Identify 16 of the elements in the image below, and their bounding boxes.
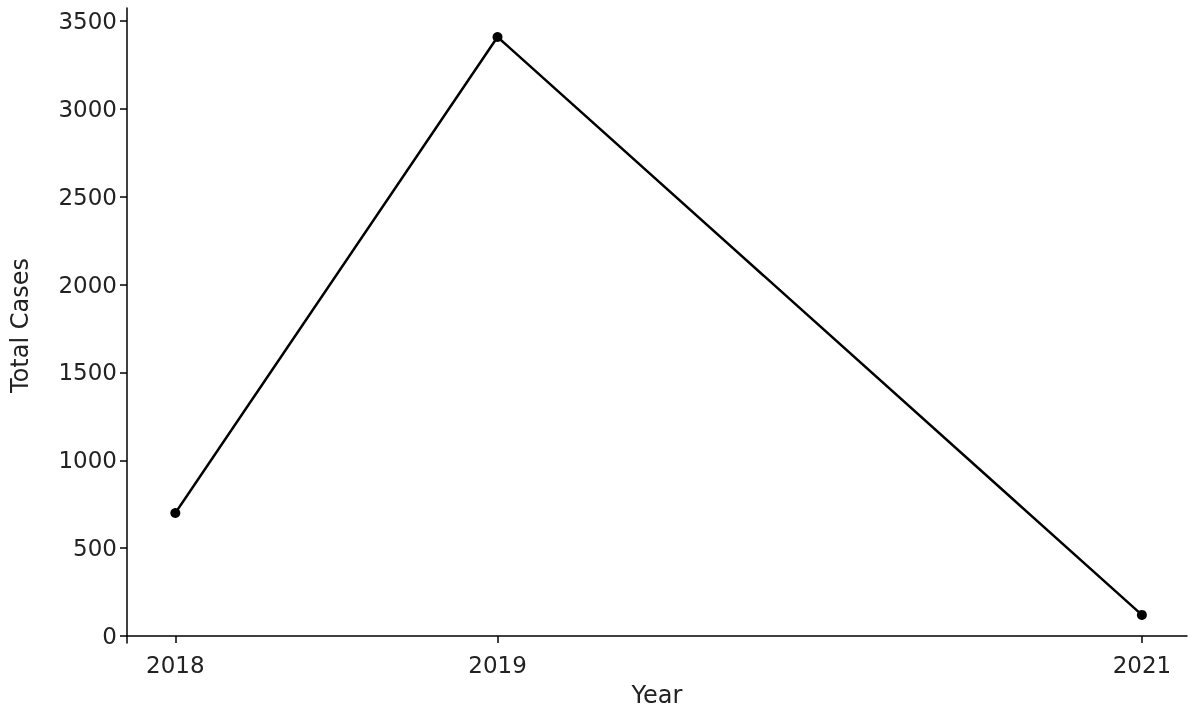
y-tick-label: 2500 [58, 183, 117, 210]
y-tick-label: 1500 [58, 359, 117, 386]
y-axis-title: Total Cases [6, 258, 34, 394]
y-tick-label: 0 [102, 622, 117, 649]
x-tick-label: 2021 [1112, 651, 1172, 678]
y-tick-label: 1000 [58, 447, 117, 474]
y-tick-label: 3000 [58, 96, 117, 122]
point [1136, 609, 1147, 620]
point [170, 508, 181, 519]
y-tick-label: 500 [73, 535, 117, 562]
y-tick-label: 3500 [58, 8, 117, 35]
point [492, 31, 503, 42]
x-tick-label: 2018 [146, 651, 205, 678]
x-tick-label: 2019 [468, 651, 527, 678]
y-tick-label: 2000 [58, 271, 117, 298]
x-axis-title: Year [630, 681, 683, 709]
